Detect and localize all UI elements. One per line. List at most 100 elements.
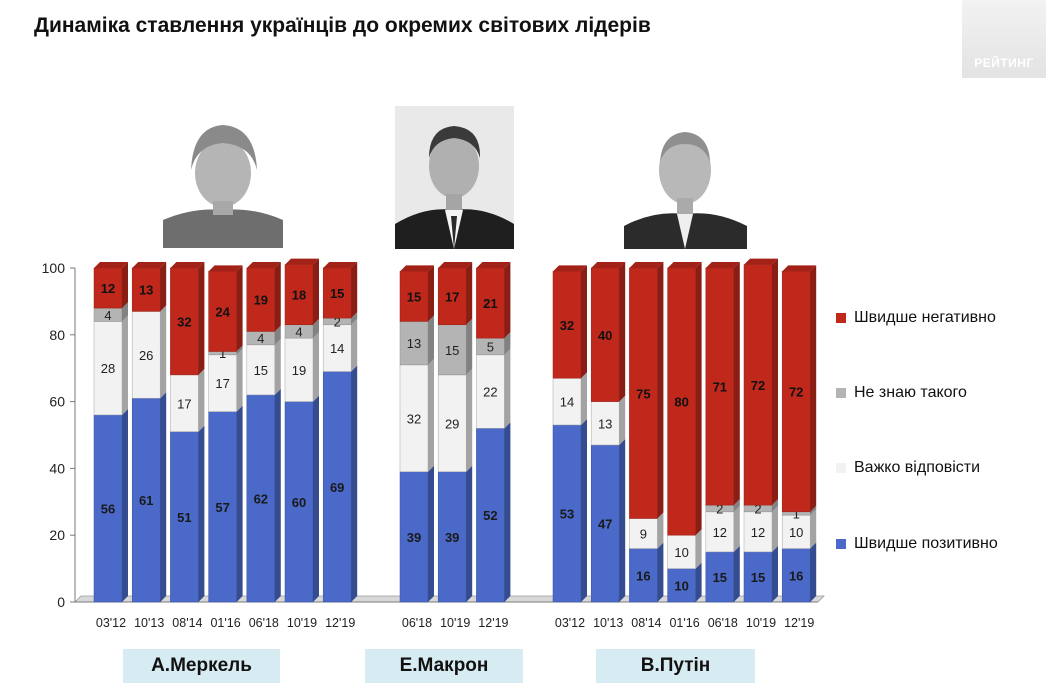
bar-segment: [590, 401, 620, 446]
bar-top: [400, 265, 434, 272]
bar-segment-side: [810, 509, 817, 549]
data-label: 13: [139, 283, 153, 298]
bar-top: [323, 262, 358, 268]
data-label: 18: [292, 288, 306, 303]
bar-segment: [705, 511, 735, 553]
data-label: 71: [713, 380, 727, 395]
bar-top: [285, 258, 319, 265]
bar-segment-side: [810, 265, 817, 512]
y-tick-label: 0: [57, 594, 65, 610]
x-tick-label: 06'18: [249, 616, 279, 630]
data-label: 10: [674, 545, 688, 560]
bar-segment-side: [313, 318, 319, 339]
data-label: 21: [483, 296, 497, 311]
bar-segment: [208, 411, 237, 603]
bar-segment-side: [581, 372, 587, 425]
bar-segment-side: [772, 545, 778, 602]
data-label: 12: [751, 525, 765, 540]
x-tick-label: 08'14: [172, 616, 202, 630]
bar-segment-side: [466, 465, 473, 602]
x-tick-label: 08'14: [631, 616, 661, 630]
bar-top: [744, 258, 778, 265]
bar-top: [629, 262, 664, 268]
x-tick-label: 03'12: [555, 616, 585, 630]
bar-segment: [667, 267, 696, 536]
brand-logo: РЕЙТИНГ: [962, 0, 1046, 78]
bar-top: [94, 262, 128, 268]
data-label: 51: [177, 510, 191, 525]
bar-segment-side: [236, 348, 243, 412]
data-label: 80: [674, 395, 688, 410]
bar-segment-side: [772, 499, 778, 512]
data-label: 12: [101, 281, 115, 296]
legend-item-dont-know: Не знаю такого: [836, 383, 967, 403]
data-label: 5: [487, 339, 494, 354]
bar-segment: [437, 471, 467, 603]
legend-item-hard-to-say: Важко відповісти: [836, 458, 980, 478]
bar-segment: [131, 267, 161, 312]
data-label: 61: [139, 493, 153, 508]
data-label: 14: [330, 341, 344, 356]
chart-title: Динаміка ставлення українців до окремих …: [34, 14, 651, 37]
data-label: 19: [292, 363, 306, 378]
bar-segment-side: [428, 265, 434, 322]
x-tick-label: 01'16: [210, 616, 240, 630]
bar-segment: [743, 264, 773, 506]
bar-segment-side: [504, 348, 511, 429]
bar-segment: [705, 551, 735, 603]
data-label: 40: [598, 328, 612, 343]
bar-segment-side: [581, 265, 587, 379]
bar-segment-side: [619, 262, 626, 402]
bar-segment: [284, 264, 314, 326]
data-label: 69: [330, 480, 344, 495]
leader-label-putin: В.Путін: [596, 649, 755, 683]
data-label: 17: [445, 289, 459, 304]
bar-segment-side: [695, 529, 702, 569]
data-label: 47: [598, 517, 612, 532]
bar-segment-side: [351, 365, 358, 602]
legend-swatch-dont-know: [836, 387, 846, 398]
bar-segment-side: [122, 262, 128, 309]
data-label: 15: [445, 343, 459, 358]
data-label: 16: [636, 568, 650, 583]
data-label: 56: [101, 501, 115, 516]
bar-segment-side: [428, 358, 434, 472]
bar-segment: [629, 518, 658, 549]
data-label: 10: [789, 525, 803, 540]
bar-segment-side: [122, 302, 128, 322]
bar-top: [553, 265, 587, 272]
bar-segment: [246, 267, 276, 332]
putin-portrait-image: [624, 114, 747, 249]
legend-item-positive: Швидше позитивно: [836, 534, 998, 554]
bar-top: [667, 262, 702, 268]
bar-segment-side: [236, 405, 243, 602]
y-tick-label: 80: [49, 327, 65, 343]
bar-segment: [131, 398, 161, 603]
bar-segment: [93, 267, 123, 309]
bar-segment-side: [466, 318, 473, 375]
data-label: 72: [751, 378, 765, 393]
data-label: 60: [292, 495, 306, 510]
bar-segment-side: [160, 305, 167, 399]
bar-segment: [208, 271, 237, 352]
bar-segment: [131, 311, 161, 399]
bar-segment-side: [198, 425, 205, 602]
x-tick-label: 10'19: [746, 616, 776, 630]
bar-segment: [322, 267, 352, 319]
bar-segment: [590, 444, 620, 603]
bar-segment: [170, 431, 199, 603]
data-label: 9: [640, 527, 647, 542]
legend-label-positive: Швидше позитивно: [854, 535, 998, 552]
merkel-portrait-image: [163, 115, 283, 248]
bar-top: [782, 265, 817, 272]
x-tick-label: 06'18: [708, 616, 738, 630]
bar-segment: [743, 551, 773, 603]
y-tick-label: 40: [49, 460, 65, 476]
y-tick-label: 60: [49, 394, 65, 410]
bar-segment-side: [772, 258, 778, 506]
data-label: 26: [139, 348, 153, 363]
x-tick-label: 12'19: [784, 616, 814, 630]
bar-segment-side: [466, 262, 473, 325]
bar-segment-side: [122, 408, 128, 602]
bar-top: [246, 262, 281, 268]
